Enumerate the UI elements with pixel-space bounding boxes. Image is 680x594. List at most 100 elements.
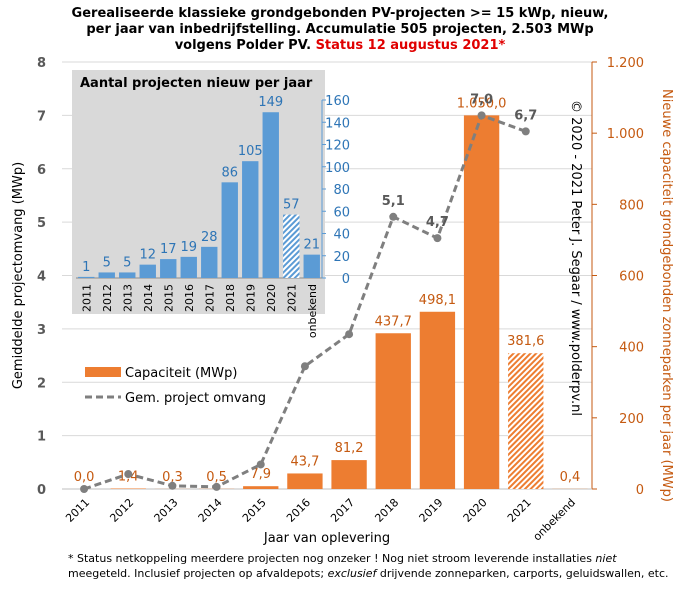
title-line: Gerealiseerde klassieke grondgebonden PV…: [72, 6, 609, 21]
bar: [331, 460, 366, 489]
inset-data-label: 17: [160, 242, 177, 257]
bar: [464, 115, 499, 489]
bar: [287, 473, 322, 489]
line-marker: [433, 234, 441, 242]
inset-x-tick-label: 2013: [121, 284, 134, 312]
inset-bar: [304, 255, 320, 278]
inset-x-tick-label: 2017: [203, 284, 216, 312]
inset-bar: [242, 161, 258, 278]
inset-title: Aantal projecten nieuw per jaar: [80, 76, 313, 91]
copyright: © 2020 - 2021 Peter J. Segaar / www.pold…: [568, 100, 583, 416]
y-tick-label: 2: [37, 376, 46, 391]
line-marker: [389, 213, 397, 221]
data-label: 498,1: [419, 293, 456, 308]
inset-x-tick-label: 2014: [142, 284, 155, 312]
chart-title: volgens Polder PV. Status 12 augustus 20…: [175, 38, 506, 53]
legend-swatch: [85, 367, 121, 377]
inset-y-tick-label: 140: [325, 116, 350, 131]
bar: [243, 486, 278, 489]
data-label: 0,4: [560, 470, 581, 485]
inset-data-label: 5: [103, 255, 111, 270]
inset-data-label: 1: [82, 260, 90, 275]
inset-bar: [181, 257, 197, 278]
line-marker: [124, 470, 132, 478]
bar: [508, 353, 543, 489]
y-tick-label: 1: [37, 430, 46, 445]
y2-axis-label: Nieuwe capaciteit grondgebonden zonnepar…: [659, 89, 674, 502]
x-tick-label: 2013: [152, 496, 181, 525]
x-axis-label: Jaar van oplevering: [263, 531, 390, 546]
y-axis-label: Gemiddelde projectomvang (MWp): [11, 162, 26, 389]
x-tick-label: 2019: [417, 496, 446, 525]
legend-label: Gem. project omvang: [125, 391, 266, 406]
inset-bar: [140, 265, 156, 278]
bar: [376, 333, 411, 489]
data-label: 43,7: [290, 454, 319, 469]
inset-data-label: 28: [201, 230, 218, 245]
inset-x-tick-label: onbekend: [306, 284, 319, 338]
y-tick-label: 4: [37, 270, 46, 285]
y2-tick-label: 1.000: [607, 127, 644, 142]
inset-y-tick-label: 120: [325, 139, 350, 154]
inset-x-tick-label: 2021: [285, 284, 298, 312]
inset-x-tick-label: 2016: [183, 284, 196, 312]
inset-bar: [283, 215, 299, 278]
y-tick-label: 6: [37, 163, 46, 178]
y-tick-label: 8: [37, 56, 46, 71]
y-tick-label: 7: [37, 109, 46, 124]
inset-data-label: 5: [123, 255, 131, 270]
inset-y-tick-label: 60: [333, 205, 350, 220]
inset-data-label: 105: [238, 144, 263, 159]
x-tick-label: 2017: [328, 496, 357, 525]
y2-tick-label: 200: [619, 412, 644, 427]
footnote-part: niet: [595, 552, 617, 565]
line-marker: [522, 127, 530, 135]
x-tick-label: 2018: [372, 496, 401, 525]
data-label: 381,6: [507, 334, 544, 349]
line-marker: [213, 483, 221, 491]
footnote: * Status netkoppeling meerdere projecten…: [68, 552, 617, 565]
inset-bar: [99, 272, 115, 278]
line-marker: [257, 460, 265, 468]
x-tick-label: 2016: [284, 496, 313, 525]
title-status: Status 12 augustus 2021*: [316, 38, 506, 53]
y-tick-label: 3: [37, 323, 46, 338]
x-tick-label: 2011: [63, 496, 92, 525]
data-label: 6,7: [514, 108, 537, 123]
inset-x-tick-label: 2020: [265, 284, 278, 312]
y2-tick-label: 600: [619, 270, 644, 285]
y-tick-label: 0: [37, 483, 46, 498]
inset-data-label: 21: [303, 238, 320, 253]
title-line: per jaar van inbedrijfstelling. Accumula…: [86, 22, 593, 37]
y2-tick-label: 1.200: [607, 56, 644, 71]
bar: [420, 312, 455, 489]
inset-bar: [78, 277, 94, 278]
x-tick-label: 2015: [240, 496, 269, 525]
data-label: 5,1: [382, 194, 405, 209]
inset-data-label: 19: [180, 240, 197, 255]
x-tick-label: 2020: [461, 496, 490, 525]
footnote-part: * Status netkoppeling meerdere projecten…: [68, 552, 595, 565]
inset-x-tick-label: 2011: [80, 284, 93, 312]
inset-x-tick-label: 2012: [101, 284, 114, 312]
x-tick-label: 2014: [196, 496, 225, 525]
data-label: 4,7: [426, 215, 449, 230]
data-label: 7,0: [470, 92, 493, 107]
legend-label: Capaciteit (MWp): [125, 366, 237, 381]
line-marker: [80, 485, 88, 493]
inset-data-label: 12: [139, 248, 156, 263]
inset-x-tick-label: 2018: [224, 284, 237, 312]
inset-bar: [263, 112, 279, 278]
inset-data-label: 86: [221, 165, 238, 180]
inset-bar: [201, 247, 217, 278]
inset-bar: [160, 259, 176, 278]
inset-y-tick-label: 20: [333, 250, 350, 265]
data-label: 81,2: [335, 441, 364, 456]
footnote-part: drijvende zonneparken, carports, geluids…: [376, 567, 668, 580]
inset-bar: [222, 182, 238, 278]
footnote-part: exclusief: [328, 567, 379, 580]
y2-tick-label: 400: [619, 341, 644, 356]
inset-y-tick-label: 160: [325, 94, 350, 109]
line-marker: [168, 482, 176, 490]
inset-y-tick-label: 100: [325, 161, 350, 176]
